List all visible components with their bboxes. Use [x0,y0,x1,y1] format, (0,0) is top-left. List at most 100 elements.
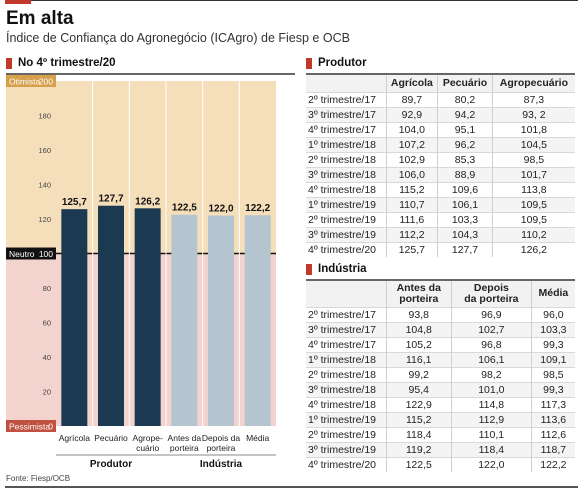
x-category-label: porteira [170,443,199,453]
bar-value-label: 125,7 [62,197,87,208]
industria-cell: 119,2 [385,441,452,457]
industria-row: 4º trimestre/18 122,9 114,8 117,3 [306,396,575,412]
produtor-row-label: 2º trimestre/17 [306,91,386,107]
y-tick-label: 20 [43,388,51,397]
x-category-label: Pecuário [94,433,128,443]
industria-cell: 101,0 [450,381,532,397]
produtor-row: 3º trimestre/18 106,0 88,9 101,7 [306,166,575,182]
bar [208,215,234,426]
industria-row: 4º trimestre/20 122,5 122,0 122,2 [306,456,575,472]
produtor-row: 2º trimestre/18 102,9 85,3 98,5 [306,151,575,167]
produtor-cell: 112,2 [385,226,438,242]
produtor-cell: 115,2 [385,181,438,197]
industria-row: 4º trimestre/17 105,2 96,8 99,3 [306,336,575,352]
produtor-cell: 85,3 [437,151,493,167]
bar-value-label: 122,0 [208,204,233,215]
produtor-cell: 109,5 [491,196,575,212]
chart-heading: No 4º trimestre/20 [6,57,116,69]
produtor-cell: 109,5 [491,211,575,227]
produtor-cell: 110,2 [491,226,575,242]
produtor-row: 1º trimestre/18 107,2 96,2 104,5 [306,136,575,152]
industria-row: 3º trimestre/19 119,2 118,4 118,7 [306,441,575,457]
produtor-cell: 104,3 [437,226,493,242]
bar-value-label: 127,7 [98,194,123,205]
industria-row-label: 2º trimestre/19 [306,426,386,442]
page-title: Em alta [6,8,74,29]
y-tick-label: 60 [43,319,51,328]
industria-cell: 114,8 [450,396,532,412]
produtor-cell: 103,3 [437,211,493,227]
produtor-cell: 102,9 [385,151,438,167]
industria-row: 3º trimestre/18 95,4 101,0 99,3 [306,381,575,397]
chart-title: No 4º trimestre/20 [18,57,116,69]
bar-value-label: 122,2 [245,203,270,214]
industria-cell: 106,1 [450,351,532,367]
industria-cell: 93,8 [385,306,452,322]
produtor-header-blank [306,75,386,92]
produtor-cell: 101,7 [491,166,575,182]
produtor-row-label: 2º trimestre/19 [306,211,386,227]
y-tick-label: 120 [38,215,51,224]
produtor-cell: 127,7 [437,241,493,257]
industria-column-header: Depois da porteira [450,281,532,307]
produtor-cell: 126,2 [491,241,575,257]
industria-row: 1º trimestre/19 115,2 112,9 113,6 [306,411,575,427]
industria-cell: 112,6 [530,426,575,442]
industria-header-blank [306,281,386,307]
industria-cell: 118,4 [385,426,452,442]
zone-label: Pessimista [9,422,50,432]
section-marker-icon [306,57,312,69]
produtor-cell: 98,5 [491,151,575,167]
industria-cell: 104,8 [385,321,452,337]
y-tick-label: 40 [43,353,51,362]
zone-label: Neutro [9,249,35,259]
industria-cell: 122,5 [385,456,452,472]
industria-cell: 99,2 [385,366,452,382]
produtor-cell: 104,0 [385,121,438,137]
produtor-heading-rule [306,73,575,75]
industria-cell: 115,2 [385,411,452,427]
zone-value: 200 [39,77,53,87]
y-tick-label: 80 [43,284,51,293]
produtor-cell: 95,1 [437,121,493,137]
bar [98,205,124,426]
produtor-row: 1º trimestre/19 110,7 106,1 109,5 [306,196,575,212]
page-subtitle: Índice de Confiança do Agronegócio (ICAg… [6,31,350,45]
group-label: Indústria [200,459,243,470]
industria-cell: 98,2 [450,366,532,382]
industria-cell: 109,1 [530,351,575,367]
industria-row-label: 3º trimestre/19 [306,441,386,457]
bar [244,215,271,426]
industria-heading: Indústria [306,263,367,275]
industria-cell: 122,0 [450,456,532,472]
industria-cell: 102,7 [450,321,532,337]
group-label: Produtor [90,459,132,470]
produtor-row: 2º trimestre/17 89,7 80,2 87,3 [306,91,575,107]
produtor-column-header: Agrícola [385,75,438,92]
top-rule [5,0,578,5]
produtor-cell: 107,2 [385,136,438,152]
industria-cell: 99,3 [530,381,575,397]
industria-cell: 96,9 [450,306,532,322]
produtor-row-label: 2º trimestre/18 [306,151,386,167]
industria-row: 3º trimestre/17 104,8 102,7 103,3 [306,321,575,337]
industria-cell: 95,4 [385,381,452,397]
zone-label-bg [6,247,56,260]
produtor-cell: 80,2 [437,91,493,107]
produtor-row: 4º trimestre/20 125,7 127,7 126,2 [306,241,575,257]
x-category-label: Média [246,433,269,443]
industria-cell: 105,2 [385,336,452,352]
industria-heading-rule [306,279,575,281]
industria-row-label: 3º trimestre/17 [306,321,386,337]
bottom-rule [5,486,578,488]
industria-row-label: 2º trimestre/18 [306,366,386,382]
bar-value-label: 122,5 [172,203,197,214]
produtor-row: 4º trimestre/17 104,0 95,1 101,8 [306,121,575,137]
y-tick-label: 160 [38,146,51,155]
industria-row-label: 1º trimestre/18 [306,351,386,367]
produtor-row-label: 1º trimestre/18 [306,136,386,152]
produtor-cell: 92,9 [385,106,438,122]
industria-row: 2º trimestre/17 93,8 96,9 96,0 [306,306,575,322]
produtor-heading: Produtor [306,57,367,69]
produtor-row: 4º trimestre/18 115,2 109,6 113,8 [306,181,575,197]
